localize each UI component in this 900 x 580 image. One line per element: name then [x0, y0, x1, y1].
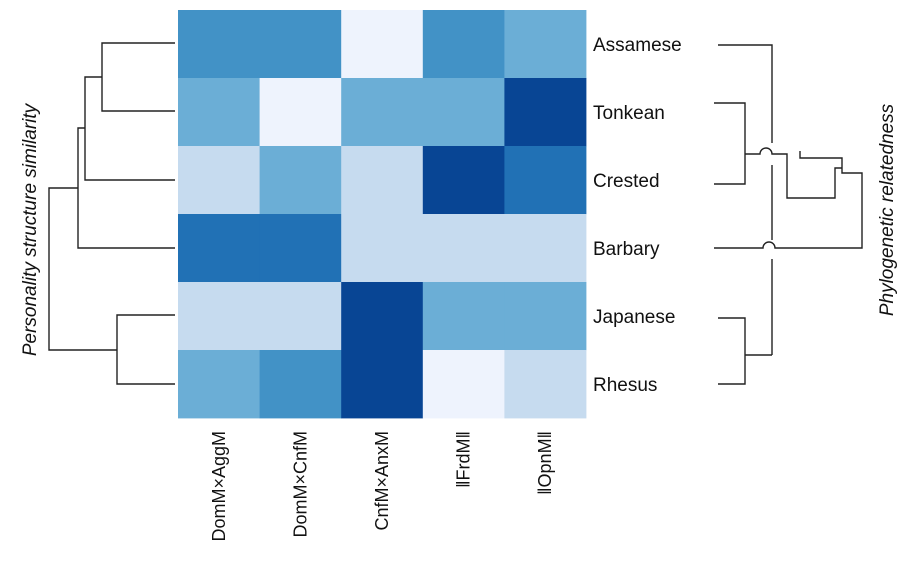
heatmap-cell [422, 214, 505, 283]
column-label: ‖FrdM‖ [454, 431, 474, 488]
heatmap-cell [422, 282, 505, 351]
heatmap-cell [504, 78, 587, 147]
right-axis-title: Phylogenetic relatedness [877, 103, 898, 316]
heatmap-cell [422, 146, 505, 215]
heatmap-cell [504, 146, 587, 215]
heatmap-cell [341, 350, 424, 419]
row-labels: Assamese Tonkean Crested Barbary Japanese Rhe… [593, 35, 682, 396]
right-dendrogram [714, 44, 863, 385]
heatmap-cell [504, 10, 587, 79]
heatmap-cell [259, 78, 342, 147]
heatmap-cell [422, 10, 505, 79]
heatmap-cell [178, 10, 260, 79]
row-label: Crested [593, 171, 660, 192]
heatmap-cell [341, 146, 424, 215]
heatmap-cell [259, 146, 342, 215]
row-label: Rhesus [593, 375, 657, 396]
row-label: Assamese [593, 35, 682, 56]
column-labels: DomM×AggM DomM×CnfM CnfM×AnxM ‖FrdM‖ ‖OpnM‖ [209, 431, 555, 542]
heatmap-cell [341, 78, 424, 147]
heatmap-cell [504, 282, 587, 351]
heatmap-cell [259, 350, 342, 419]
left-dendrogram-branches [48, 42, 175, 385]
heatmap-cell [178, 350, 260, 419]
left-axis-title: Personality structure similarity [20, 102, 41, 356]
row-label: Barbary [593, 239, 660, 260]
column-label: DomM×CnfM [290, 431, 310, 538]
heatmap-cell [422, 78, 505, 147]
column-label: ‖OpnM‖ [535, 431, 555, 495]
heatmap-cell [178, 146, 260, 215]
heatmap-cell [341, 214, 424, 283]
row-label: Japanese [593, 307, 675, 328]
heatmap-cell [259, 10, 342, 79]
heatmap-cell [341, 282, 424, 351]
heatmap-cell [341, 10, 424, 79]
row-label: Tonkean [593, 103, 665, 124]
column-label: DomM×AggM [209, 431, 229, 542]
heatmap-cell [259, 282, 342, 351]
heatmap-cell [178, 282, 260, 351]
heatmap-cell [422, 350, 505, 419]
left-dendrogram [48, 42, 175, 385]
heatmap-cell [178, 214, 260, 283]
column-label: CnfM×AnxM [372, 431, 392, 531]
heatmap-grid [178, 10, 587, 419]
heatmap-cell [504, 214, 587, 283]
heatmap-cell [504, 350, 587, 419]
heatmap-cell [259, 214, 342, 283]
heatmap-cell [178, 78, 260, 147]
right-dendrogram-branches [714, 44, 863, 385]
